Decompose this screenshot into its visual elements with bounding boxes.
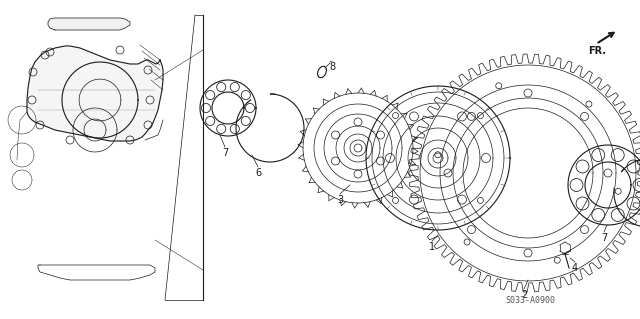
Text: 7: 7 xyxy=(222,148,228,158)
Text: 6: 6 xyxy=(255,168,261,178)
Text: S033-A0900: S033-A0900 xyxy=(505,296,555,305)
Polygon shape xyxy=(48,18,130,30)
Text: 4: 4 xyxy=(572,263,578,273)
Text: FR.: FR. xyxy=(588,46,606,56)
Text: 8: 8 xyxy=(329,62,335,72)
Polygon shape xyxy=(27,46,163,141)
Text: 2: 2 xyxy=(521,290,527,300)
Text: 1: 1 xyxy=(429,242,435,252)
Text: 7: 7 xyxy=(601,233,607,243)
Text: 3: 3 xyxy=(337,195,343,205)
